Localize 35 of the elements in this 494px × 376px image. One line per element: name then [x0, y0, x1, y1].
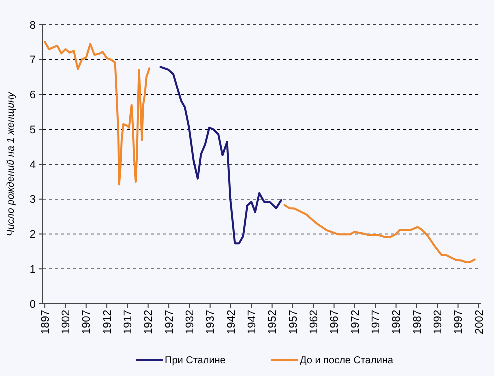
x-tick-label: 1952 — [267, 310, 280, 334]
y-tick-label: 3 — [30, 194, 36, 206]
y-tick-label: 8 — [30, 20, 36, 32]
x-tick-label: 1957 — [288, 310, 300, 334]
x-tick-label: 1992 — [432, 310, 444, 334]
x-tick-label: 1937 — [205, 310, 218, 334]
x-tick-label: 1942 — [226, 310, 238, 334]
x-tick-label: 1982 — [391, 310, 404, 334]
x-tick-label: 1987 — [412, 310, 424, 334]
y-tick-label: 2 — [30, 229, 36, 242]
x-tick-label: 1967 — [329, 310, 342, 334]
y-tick-label: 7 — [30, 54, 36, 67]
x-tick-label: 2002 — [474, 310, 486, 334]
x-tick-label: 1922 — [143, 310, 156, 334]
line-series — [160, 66, 282, 245]
y-tick-label: 6 — [30, 90, 36, 102]
x-tick-label: 1932 — [184, 310, 197, 334]
x-tick-label: 1917 — [122, 310, 135, 334]
x-tick-label: 1962 — [308, 310, 320, 334]
x-tick-label: 1912 — [102, 310, 114, 334]
x-tick-label: 1972 — [350, 310, 362, 334]
x-tick-label: 1897 — [40, 310, 52, 334]
y-axis-title: Число рождений на 1 женщину — [6, 91, 17, 237]
x-tick-label: 1907 — [81, 310, 94, 334]
y-tick-label: 0 — [30, 298, 36, 311]
y-tick-label: 1 — [30, 264, 36, 276]
y-tick-label: 5 — [30, 124, 36, 136]
x-tick-label: 1947 — [246, 310, 259, 334]
legend-label: До и после Сталина — [300, 356, 394, 366]
legend-label: При Сталине — [165, 356, 226, 366]
y-tick-label: 4 — [30, 159, 36, 172]
x-tick-label: 1977 — [370, 310, 382, 334]
x-tick-label: 1927 — [164, 310, 176, 334]
x-tick-label: 1997 — [453, 310, 466, 334]
x-tick-label: 1902 — [60, 310, 73, 334]
